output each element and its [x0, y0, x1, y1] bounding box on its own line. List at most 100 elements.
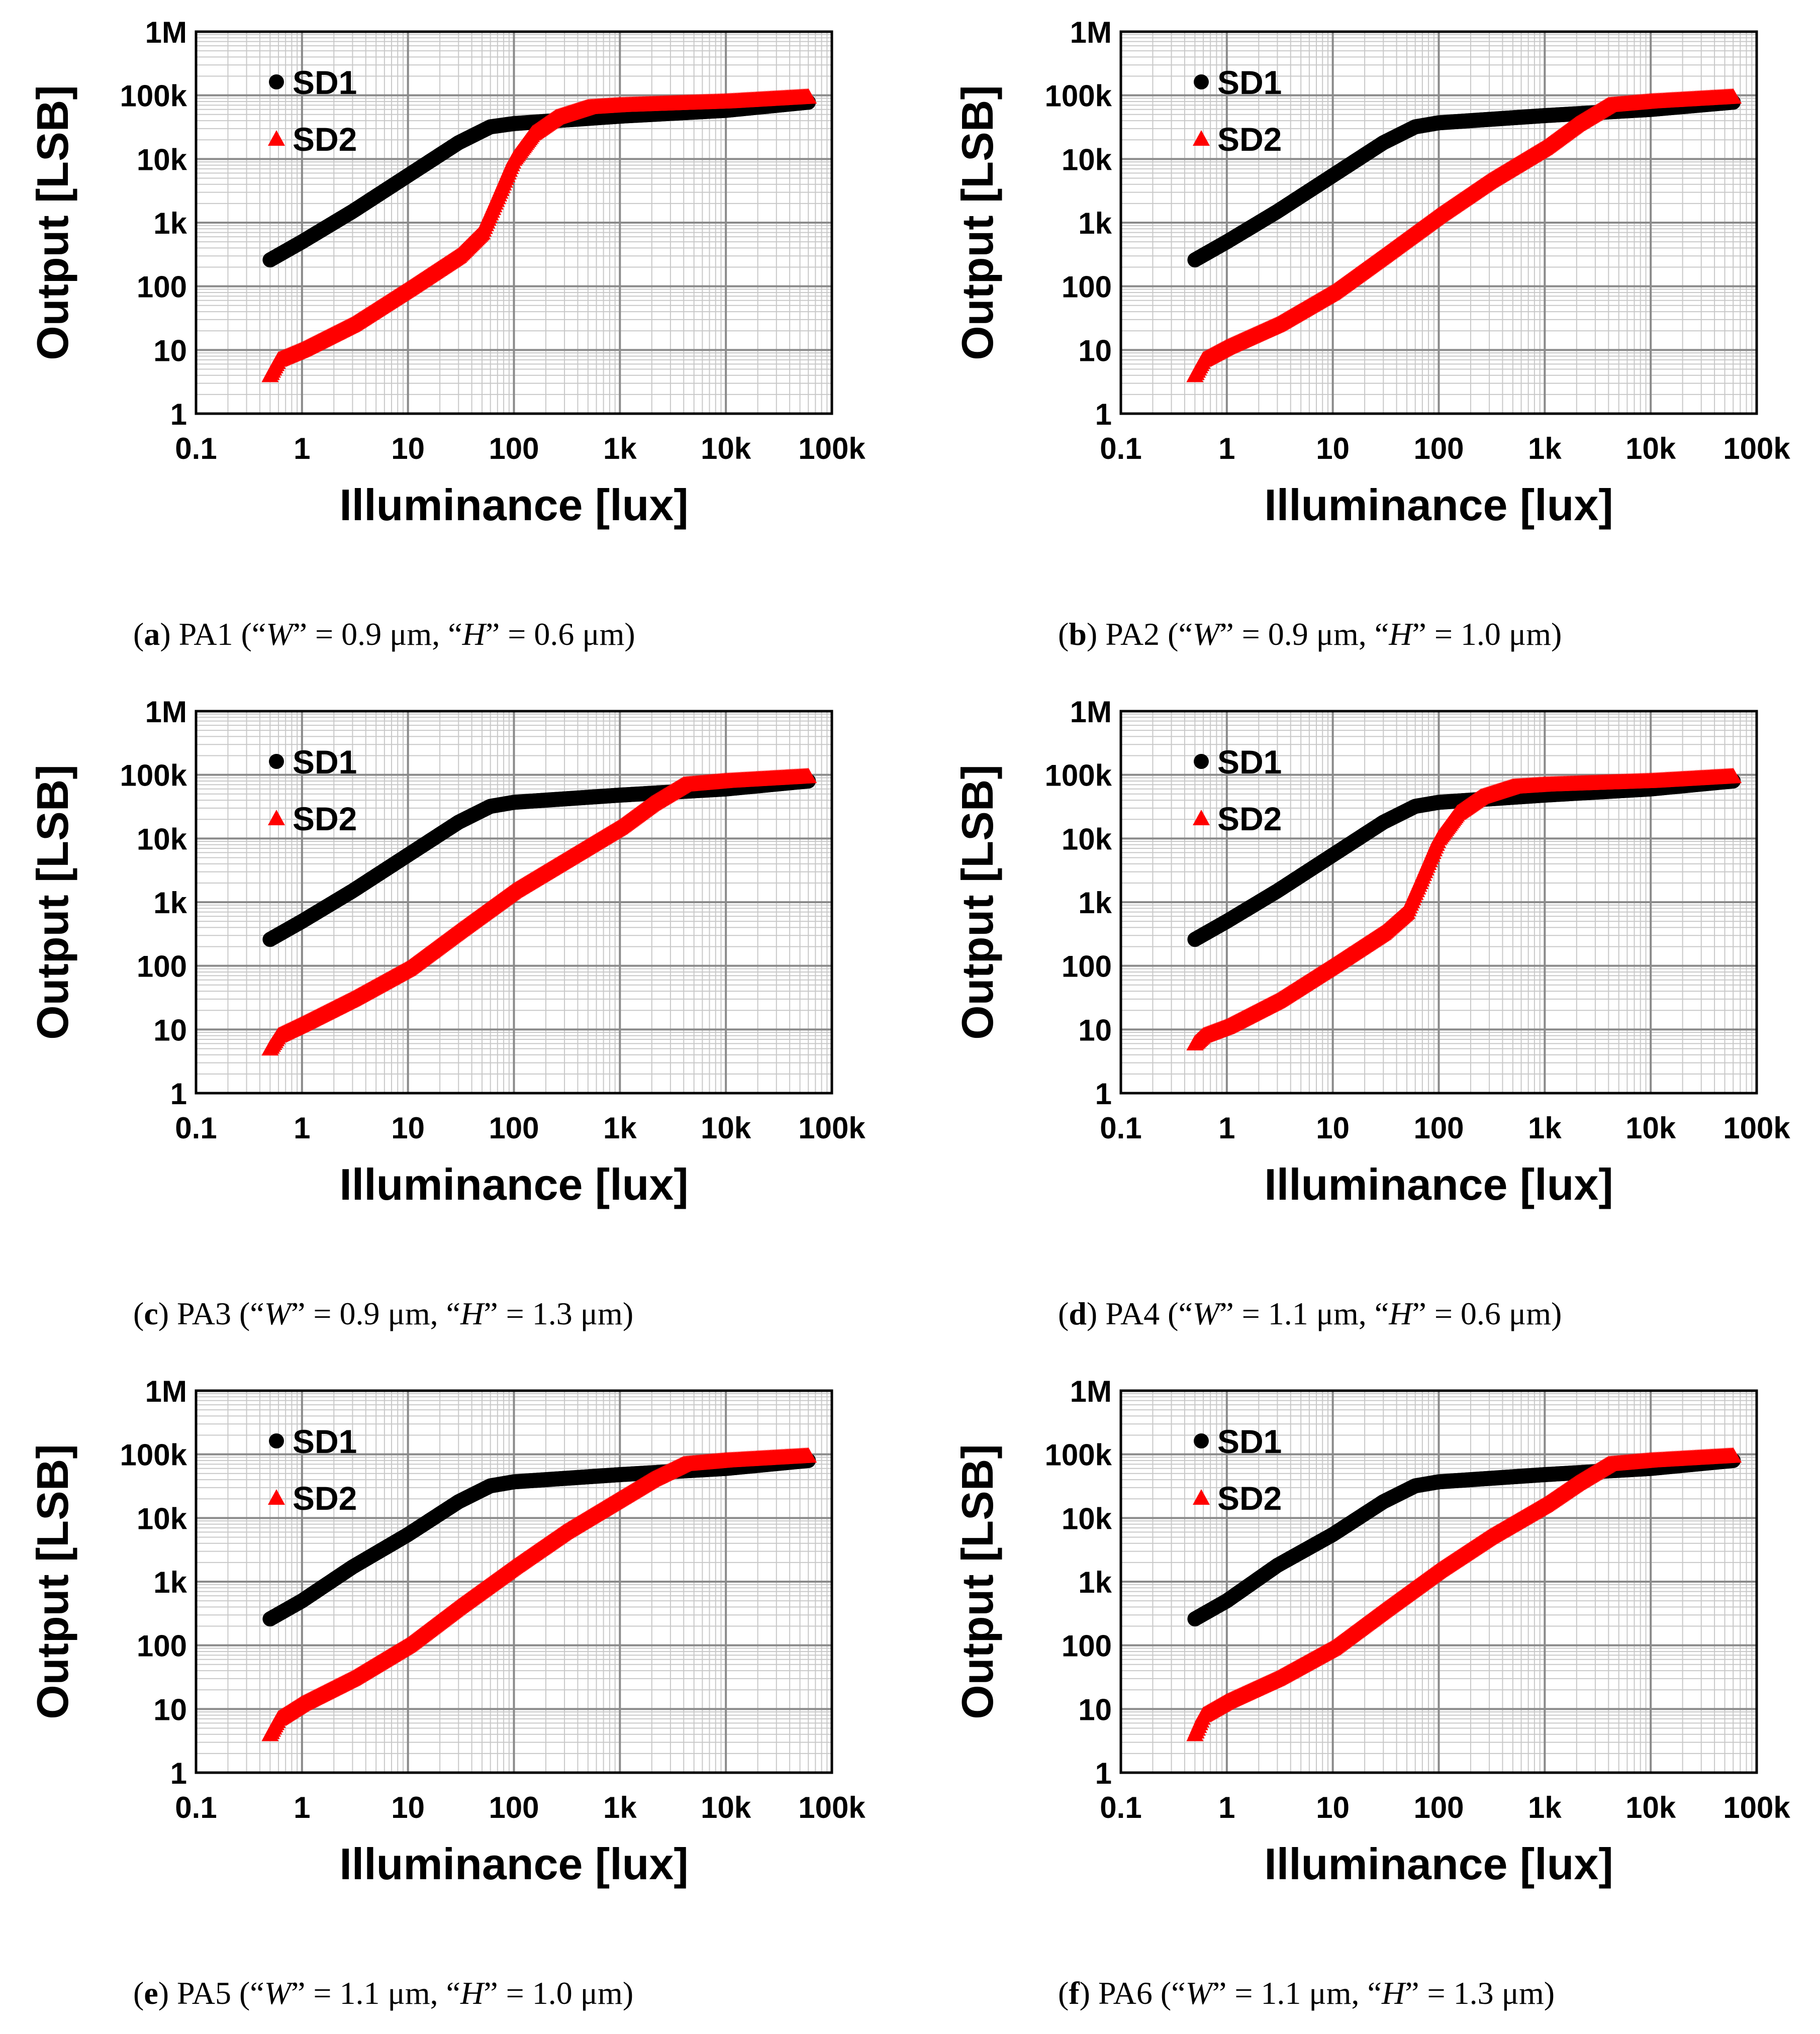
- legend-label: SD2: [1217, 800, 1282, 837]
- legend-label: SD1: [1217, 743, 1282, 781]
- x-axis-title: Illuminance [lux]: [339, 1839, 688, 1889]
- x-tick-label: 100: [489, 1111, 539, 1145]
- x-tick-label: 100k: [1723, 432, 1790, 465]
- data-point: [800, 88, 817, 104]
- y-axis-title: Output [LSB]: [28, 85, 77, 360]
- x-tick-label: 1: [1218, 1111, 1235, 1145]
- y-tick-label: 1: [1095, 1077, 1112, 1111]
- x-tick-label: 1: [1218, 432, 1235, 465]
- plot-frame: [1119, 710, 1758, 1095]
- legend: SD1 SD2: [268, 64, 357, 158]
- x-tick-label: 0.1: [175, 432, 217, 465]
- x-tick-label: 1k: [603, 432, 637, 465]
- x-tick-label: 100k: [798, 1791, 866, 1824]
- y-tick-label: 1: [170, 398, 187, 431]
- series-sd1: [262, 94, 816, 268]
- y-tick-label: 1k: [153, 207, 187, 240]
- y-tick-label: 1M: [145, 1375, 187, 1408]
- y-tick-label: 10k: [1062, 822, 1112, 856]
- x-tick-label: 1k: [1528, 432, 1562, 465]
- x-tick-label: 1: [294, 1791, 310, 1824]
- y-axis-title: Output [LSB]: [28, 1444, 77, 1719]
- x-tick-label: 100: [1413, 432, 1464, 465]
- x-tick-label: 10k: [701, 432, 751, 465]
- y-tick-label: 10k: [1062, 143, 1112, 176]
- x-tick-label: 0.1: [175, 1791, 217, 1824]
- x-tick-label: 100k: [1723, 1111, 1790, 1145]
- plot-frame: [195, 30, 833, 415]
- x-tick-label: 0.1: [175, 1111, 217, 1145]
- legend-marker-triangle: [1193, 130, 1210, 146]
- x-tick-label: 1k: [603, 1791, 637, 1824]
- x-axis-title: Illuminance [lux]: [339, 1159, 688, 1209]
- legend-label: SD2: [293, 121, 357, 158]
- x-axis-title: Illuminance [lux]: [1264, 1159, 1613, 1209]
- y-tick-label: 10: [153, 1693, 187, 1726]
- x-tick-label: 1k: [1528, 1111, 1562, 1145]
- x-tick-label: 10k: [701, 1791, 751, 1824]
- x-tick-label: 10: [1316, 432, 1350, 465]
- y-axis-title: Output [LSB]: [952, 764, 1002, 1039]
- plot-frame: [1119, 30, 1758, 415]
- y-tick-label: 100: [137, 950, 187, 984]
- y-tick-label: 100k: [120, 79, 187, 113]
- x-tick-label: 10: [1316, 1111, 1350, 1145]
- y-tick-label: 100: [1062, 270, 1112, 304]
- y-tick-label: 1: [170, 1077, 187, 1111]
- legend-marker-circle: [269, 754, 284, 769]
- legend-label: SD1: [293, 743, 357, 781]
- series-sd1: [262, 773, 816, 947]
- y-tick-label: 100k: [120, 1438, 187, 1472]
- y-tick-label: 1: [170, 1757, 187, 1790]
- x-tick-label: 100k: [798, 1111, 866, 1145]
- y-tick-label: 1k: [1078, 207, 1112, 240]
- chart-a: 0.1 1 10 100 1k 10k 100k1101001k10k100k1MIllum…: [28, 16, 866, 530]
- legend: SD1 SD2: [1193, 64, 1282, 158]
- y-tick-label: 10: [1078, 334, 1112, 367]
- chart-b: 0.1 1 10 100 1k 10k 100k1101001k10k100k1MIllum…: [952, 16, 1790, 530]
- x-tick-label: 10: [391, 1791, 425, 1824]
- x-axis-title: Illuminance [lux]: [1264, 480, 1613, 530]
- x-tick-label: 10: [391, 1111, 425, 1145]
- legend-marker-triangle: [268, 810, 285, 825]
- y-tick-label: 100k: [120, 759, 187, 793]
- plot-frame: [195, 710, 833, 1095]
- data-point: [800, 767, 817, 784]
- y-tick-label: 1k: [153, 886, 187, 920]
- y-tick-label: 10: [153, 1013, 187, 1047]
- y-tick-label: 1k: [153, 1566, 187, 1599]
- series-sd2: [1186, 88, 1742, 382]
- y-tick-label: 100k: [1045, 79, 1112, 113]
- y-tick-label: 1M: [145, 695, 187, 729]
- x-tick-label: 1: [294, 1111, 310, 1145]
- y-tick-label: 10k: [137, 143, 187, 176]
- x-tick-label: 100: [489, 432, 539, 465]
- x-axis-title: Illuminance [lux]: [339, 480, 688, 530]
- y-tick-label: 100k: [1045, 759, 1112, 793]
- legend-marker-circle: [1194, 74, 1209, 89]
- x-tick-label: 10: [391, 432, 425, 465]
- data-point: [1725, 88, 1742, 104]
- y-tick-label: 10: [153, 334, 187, 367]
- x-tick-label: 10k: [1625, 432, 1676, 465]
- legend-marker-circle: [269, 74, 284, 89]
- legend-label: SD1: [1217, 64, 1282, 101]
- chart-d: 0.1 1 10 100 1k 10k 100k1101001k10k100k1MIllum…: [952, 695, 1790, 1209]
- x-tick-label: 1: [294, 432, 310, 465]
- y-tick-label: 10k: [137, 1502, 187, 1535]
- series-sd2: [261, 767, 817, 1056]
- x-tick-label: 100: [1413, 1111, 1464, 1145]
- y-tick-label: 100: [137, 270, 187, 304]
- legend-label: SD2: [293, 800, 357, 837]
- y-tick-label: 1M: [1070, 695, 1112, 729]
- y-axis-title: Output [LSB]: [28, 764, 77, 1039]
- y-tick-label: 1: [1095, 398, 1112, 431]
- y-axis-title: Output [LSB]: [952, 85, 1002, 360]
- x-tick-label: 10k: [1625, 1111, 1676, 1145]
- y-tick-label: 1M: [145, 16, 187, 49]
- series-sd2: [261, 88, 817, 382]
- chart-c: 0.1 1 10 100 1k 10k 100k1101001k10k100k1MIllum…: [28, 695, 866, 1209]
- chart-e: 0.1 1 10 100 1k 10k 100k1101001k10k100k1MIllum…: [28, 1375, 866, 1889]
- y-tick-label: 1k: [1078, 886, 1112, 920]
